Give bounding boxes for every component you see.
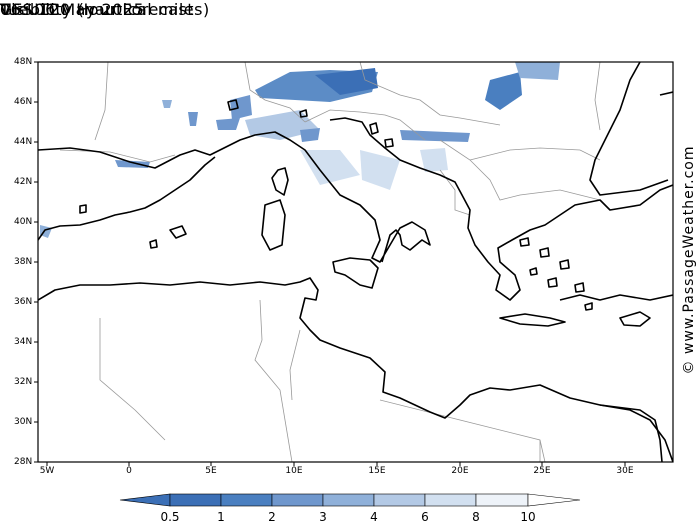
colorbar-label: 6 [421, 510, 429, 524]
colorbar-segment [475, 493, 529, 507]
colorbar-segment [169, 493, 222, 507]
colorbar-segment [373, 493, 426, 507]
lat-label: 46N [14, 97, 33, 107]
lat-label: 38N [14, 257, 33, 267]
lat-label: 30N [14, 417, 33, 427]
lon-label: 5E [205, 466, 217, 476]
lon-label: 25E [533, 466, 551, 476]
colorbar-segment [271, 493, 324, 507]
lat-label: 32N [14, 377, 33, 387]
lat-label: 48N [14, 57, 33, 67]
colorbar-high-arrow [527, 493, 581, 507]
forecast-date: Tue 06 May 2025 [0, 0, 145, 19]
lon-label: 5W [39, 466, 55, 476]
lat-label: 42N [14, 177, 33, 187]
colorbar-label: 1 [217, 510, 225, 524]
colorbar-label: 2 [268, 510, 276, 524]
colorbar-label: 0.5 [160, 510, 180, 524]
lon-label: 30E [616, 466, 634, 476]
colorbar-label: 4 [370, 510, 378, 524]
colorbar-label: 3 [319, 510, 327, 524]
lat-label: 44N [14, 137, 33, 147]
colorbar-segment [220, 493, 273, 507]
colorbar [119, 493, 581, 507]
visibility-patches [40, 62, 560, 238]
forecast-time: 06 UTC [0, 0, 61, 19]
colorbar-label: 10 [520, 510, 536, 524]
country-borders [59, 62, 601, 462]
colorbar-segment [424, 493, 477, 507]
forecast-subtitle: GFS 120 Hour Forecast [0, 0, 195, 19]
lon-label: 20E [451, 466, 469, 476]
coastlines [38, 62, 673, 462]
chart-title: Visibility (nautical miles) [0, 0, 210, 19]
site-credit: © www.PassageWeather.com [681, 145, 697, 375]
map-frame [37, 61, 674, 463]
colorbar-label: 8 [472, 510, 480, 524]
colorbar-segment [322, 493, 375, 507]
lat-label: 36N [14, 297, 33, 307]
lat-label: 34N [14, 337, 33, 347]
lat-label: 40N [14, 217, 33, 227]
colorbar-low-arrow [119, 493, 171, 507]
lon-label: 15E [368, 466, 386, 476]
lat-label: 28N [14, 457, 33, 467]
lon-label: 0 [126, 466, 132, 476]
lon-label: 10E [285, 466, 303, 476]
